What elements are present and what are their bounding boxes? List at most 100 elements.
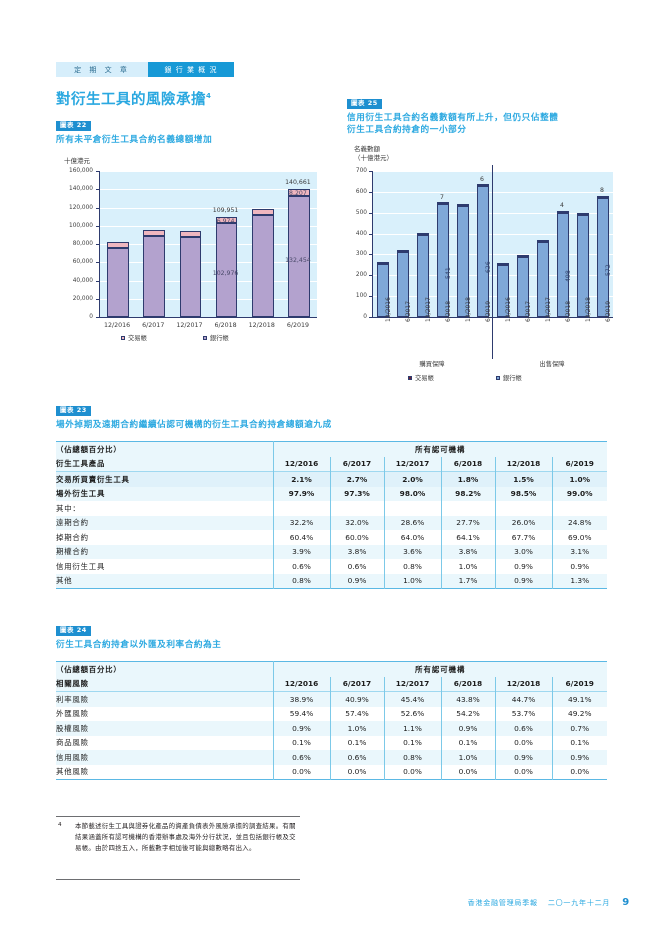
bar-segment-trading-book <box>596 195 610 198</box>
table-cell-value: 0.9% <box>551 559 607 574</box>
table-cell-value: 32.2% <box>272 515 330 530</box>
table-23-col-0: 12/2016 <box>272 456 330 472</box>
gridline <box>100 225 317 227</box>
table-cell-value: 32.0% <box>329 515 384 530</box>
figure-25-badge: 圖表 25 <box>347 98 382 109</box>
x-axis-tick-label: 12/2016 <box>103 322 131 329</box>
table-24-col-3: 6/2018 <box>440 676 495 692</box>
page-title: 對衍生工具的風險承擔4 <box>56 88 211 109</box>
table-23-body: 交易所買賣衍生工具 2.1% 2.7% 2.0% 1.8% 1.5% 1.0% 場外衍生工具 9… <box>56 471 607 589</box>
figure-25-plot-area <box>372 171 613 318</box>
table-23-col-2: 12/2017 <box>383 456 441 472</box>
table-cell-value: 97.3% <box>329 486 384 501</box>
table-cell-value <box>383 501 441 516</box>
table-row-label: 其他風險 <box>56 767 89 777</box>
legend-swatch-banking-book <box>202 335 207 340</box>
bar-segment-trading-book <box>456 204 470 207</box>
table-cell-value: 0.8% <box>383 559 441 574</box>
bar-segment-trading-book <box>516 255 530 258</box>
figure-22-plot-area <box>99 171 317 318</box>
table-cell-value: 3.8% <box>329 544 384 559</box>
bar-segment-banking-book <box>516 257 530 317</box>
bar-segment-trading-book <box>576 213 590 216</box>
bar-segment-banking-book <box>251 215 274 317</box>
table-cell-value: 0.9% <box>494 750 552 765</box>
table-row-label: 掉期合約 <box>56 532 89 542</box>
table-row: 利率風險 38.9% 40.9% 45.4% 43.8% 44.7% 49.1% <box>56 691 607 707</box>
table-23-row-header-label: 衍生工具產品 <box>56 459 106 469</box>
table-cell-value: 0.0% <box>494 764 552 780</box>
running-header-topic: 銀 行 業 概 況 <box>148 62 234 77</box>
bar-segment-trading-book <box>436 202 450 205</box>
y-axis-tick-label: 100 <box>355 293 367 300</box>
gridline <box>100 244 317 245</box>
table-24-body: 利率風險 38.9% 40.9% 45.4% 43.8% 44.7% 49.1% 外匯風險 59… <box>56 691 607 780</box>
table-cell-value: 2.1% <box>272 471 330 487</box>
table-row-label: 交易所買賣衍生工具 <box>56 474 130 484</box>
table-cell-value: 3.0% <box>494 544 552 559</box>
table-cell-value: 98.2% <box>440 486 495 501</box>
table-cell-value: 0.1% <box>383 735 441 750</box>
table-cell-value: 0.7% <box>551 721 607 736</box>
table-23-span-header: 所有認可機構 <box>272 441 607 457</box>
table-23-caption: 場外掉期及遠期合約繼續佔認可機構的衍生工具合約持倉總額逾九成 <box>56 420 332 430</box>
table-23-col-5: 6/2019 <box>551 456 607 472</box>
gridline <box>373 191 613 193</box>
table-24-grid: （佔總額百分比） 所有認可機構 相關風險 12/2016 6/2017 12/2… <box>56 661 607 780</box>
table-23-grid: （佔總額百分比） 所有認可機構 衍生工具產品 12/2016 6/2017 12… <box>56 441 607 589</box>
table-cell-value <box>494 501 552 516</box>
table-row-label: 外匯風險 <box>56 709 89 719</box>
y-axis-tick-label: 80,000 <box>72 241 93 247</box>
table-cell-value: 45.4% <box>383 691 441 707</box>
table-row-label: 股權風險 <box>56 723 89 733</box>
table-cell-value <box>329 501 384 516</box>
table-24-badge: 圖表 24 <box>56 625 91 636</box>
table-cell-value: 1.7% <box>440 573 495 589</box>
table-24-col-0: 12/2016 <box>272 676 330 692</box>
table-cell-value: 0.9% <box>272 721 330 736</box>
table-cell-value: 2.7% <box>329 471 384 487</box>
bar-segment-trading-book <box>251 208 274 216</box>
table-row: 其他 0.8% 0.9% 1.0% 1.7% 0.9% 1.3% <box>56 573 607 589</box>
legend-swatch-trading-book <box>121 335 125 340</box>
table-24-col-5: 6/2019 <box>551 676 607 692</box>
table-cell-value: 1.0% <box>551 471 607 487</box>
table-24-col-2: 12/2017 <box>383 676 441 692</box>
y-axis-tick-label: 20,000 <box>72 295 93 302</box>
table-row: 商品風險 0.1% 0.1% 0.1% 0.1% 0.0% 0.1% <box>56 735 607 750</box>
table-row-label: 其中： <box>56 503 81 513</box>
legend-item-trading-book: 交易帳 <box>121 333 147 342</box>
x-axis-tick-label: 6/2017 <box>142 322 165 329</box>
table-24-row-header-label: 相關風險 <box>56 679 89 689</box>
legend-label-banking-book-25: 銀行帳 <box>502 375 522 382</box>
table-cell-value: 0.9% <box>329 573 384 589</box>
table-23-col-1: 6/2017 <box>329 456 384 472</box>
table-cell-value: 0.6% <box>329 559 384 574</box>
bar-segment-trading-book <box>288 188 310 197</box>
bar-segment-banking-book <box>179 237 202 317</box>
table-cell-value: 64.0% <box>383 530 441 545</box>
y-axis-tick-label: 100,000 <box>69 222 93 229</box>
bar-segment-banking-book <box>436 204 450 317</box>
table-cell-value: 1.0% <box>440 750 495 765</box>
bar-segment-banking-book <box>416 235 430 317</box>
table-cell-value: 28.6% <box>383 515 441 530</box>
table-cell-value: 1.0% <box>440 559 495 574</box>
table-24: （佔總額百分比） 所有認可機構 相關風險 12/2016 6/2017 12/2… <box>56 661 607 780</box>
figure-22-y-axis-title: 十億港元 <box>64 157 90 166</box>
table-23-unit-row: （佔總額百分比） 所有認可機構 <box>56 441 607 457</box>
table-cell-value: 59.4% <box>272 706 330 721</box>
table-cell-value: 38.9% <box>272 691 330 707</box>
figure-22-legend: 交易帳 銀行帳 <box>121 333 311 342</box>
bar-segment-trading-book <box>496 263 510 266</box>
bar-segment-trading-book <box>536 240 550 243</box>
table-cell-value <box>272 501 330 516</box>
footer-publication: 香港金融管理局季報 <box>467 899 538 907</box>
table-cell-value: 0.8% <box>272 573 330 589</box>
table-cell-value: 0.9% <box>494 573 552 589</box>
table-cell-value: 54.2% <box>440 706 495 721</box>
table-cell-value: 1.1% <box>383 721 441 736</box>
bar-segment-banking-book <box>476 186 490 317</box>
table-cell-value: 0.6% <box>272 750 330 765</box>
table-24-col-1: 6/2017 <box>329 676 384 692</box>
